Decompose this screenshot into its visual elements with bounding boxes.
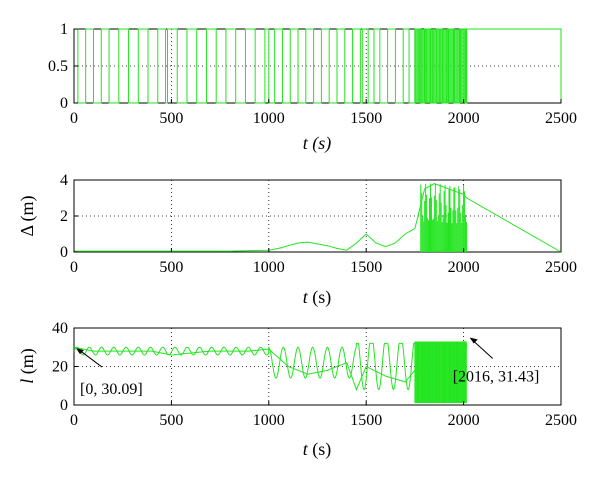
- x-tick-label: 500: [159, 259, 183, 276]
- x-tick-label: 500: [159, 110, 183, 127]
- y-tick-label: 4: [60, 172, 68, 189]
- x-tick-label: 1000: [253, 412, 285, 429]
- panel-3: 0 500 1000 1500 2000 2500 0 20 40 t (s) l (m) [0…: [17, 320, 577, 460]
- x-tick-label: 2500: [545, 110, 577, 127]
- x-tick-label: 2500: [545, 412, 577, 429]
- x-tick-label: 2000: [448, 110, 480, 127]
- annotation-label: [0, 30.09]: [80, 381, 143, 398]
- y-tick-label: 1: [60, 21, 68, 38]
- panel-2-frame: [73, 179, 562, 253]
- x-tick-label: 2000: [448, 259, 480, 276]
- oscillation-line: [73, 342, 415, 391]
- panel-1: 0 500 1000 1500 2000 2500 0 0.5 1 t (s): [48, 21, 577, 154]
- x-tick-label: 0: [70, 110, 78, 127]
- panel-3-annotations: [0, 30.09] [2016, 31.43]: [76, 337, 539, 398]
- x-tick-label: 1500: [350, 110, 382, 127]
- panel-3-ticks: 0 500 1000 1500 2000 2500 0 20 40: [52, 320, 577, 429]
- y-tick-label: 0.5: [48, 58, 68, 75]
- panel-3-frame: [73, 327, 562, 406]
- annotation-arrowhead: [76, 348, 84, 355]
- x-tick-label: 2500: [545, 259, 577, 276]
- y-tick-label: 2: [60, 208, 68, 225]
- panel-1-frame: [73, 28, 562, 104]
- y-tick-label: 40: [52, 320, 68, 337]
- x-tick-label: 500: [159, 412, 183, 429]
- x-tick-label: 0: [70, 412, 78, 429]
- panel-2: 0 500 1000 1500 2000 2500 0 2 4 t (s) Δ (m): [17, 172, 577, 308]
- y-tick-label: 20: [52, 359, 68, 376]
- annotation-arrowhead: [469, 337, 478, 344]
- panel-2-ticks: 0 500 1000 1500 2000 2500 0 2 4: [60, 172, 577, 276]
- panel-3-ylabel: l (m): [17, 348, 38, 384]
- panel-2-ylabel: Δ (m): [17, 195, 38, 236]
- x-tick-label: 1000: [253, 259, 285, 276]
- y-tick-label: 0: [60, 397, 68, 414]
- panel-2-xlabel: t (s): [303, 287, 332, 308]
- annotation-label: [2016, 31.43]: [453, 368, 540, 385]
- x-tick-label: 1500: [350, 412, 382, 429]
- x-tick-label: 0: [70, 259, 78, 276]
- y-tick-label: 0: [60, 95, 68, 112]
- panel-3-plot: [73, 341, 468, 404]
- panel-3-xlabel: t (s): [303, 439, 332, 460]
- panel-1-plot: [74, 28, 562, 104]
- x-tick-label: 1000: [253, 110, 285, 127]
- y-tick-label: 0: [60, 244, 68, 261]
- x-tick-label: 1500: [350, 259, 382, 276]
- panel-1-ticks: 0 500 1000 1500 2000 2500 0 0.5 1: [48, 21, 577, 127]
- x-tick-label: 2000: [448, 412, 480, 429]
- panel-1-xlabel: t (s): [303, 133, 332, 154]
- series-line: [74, 183, 562, 253]
- panel-2-plot: [74, 183, 562, 253]
